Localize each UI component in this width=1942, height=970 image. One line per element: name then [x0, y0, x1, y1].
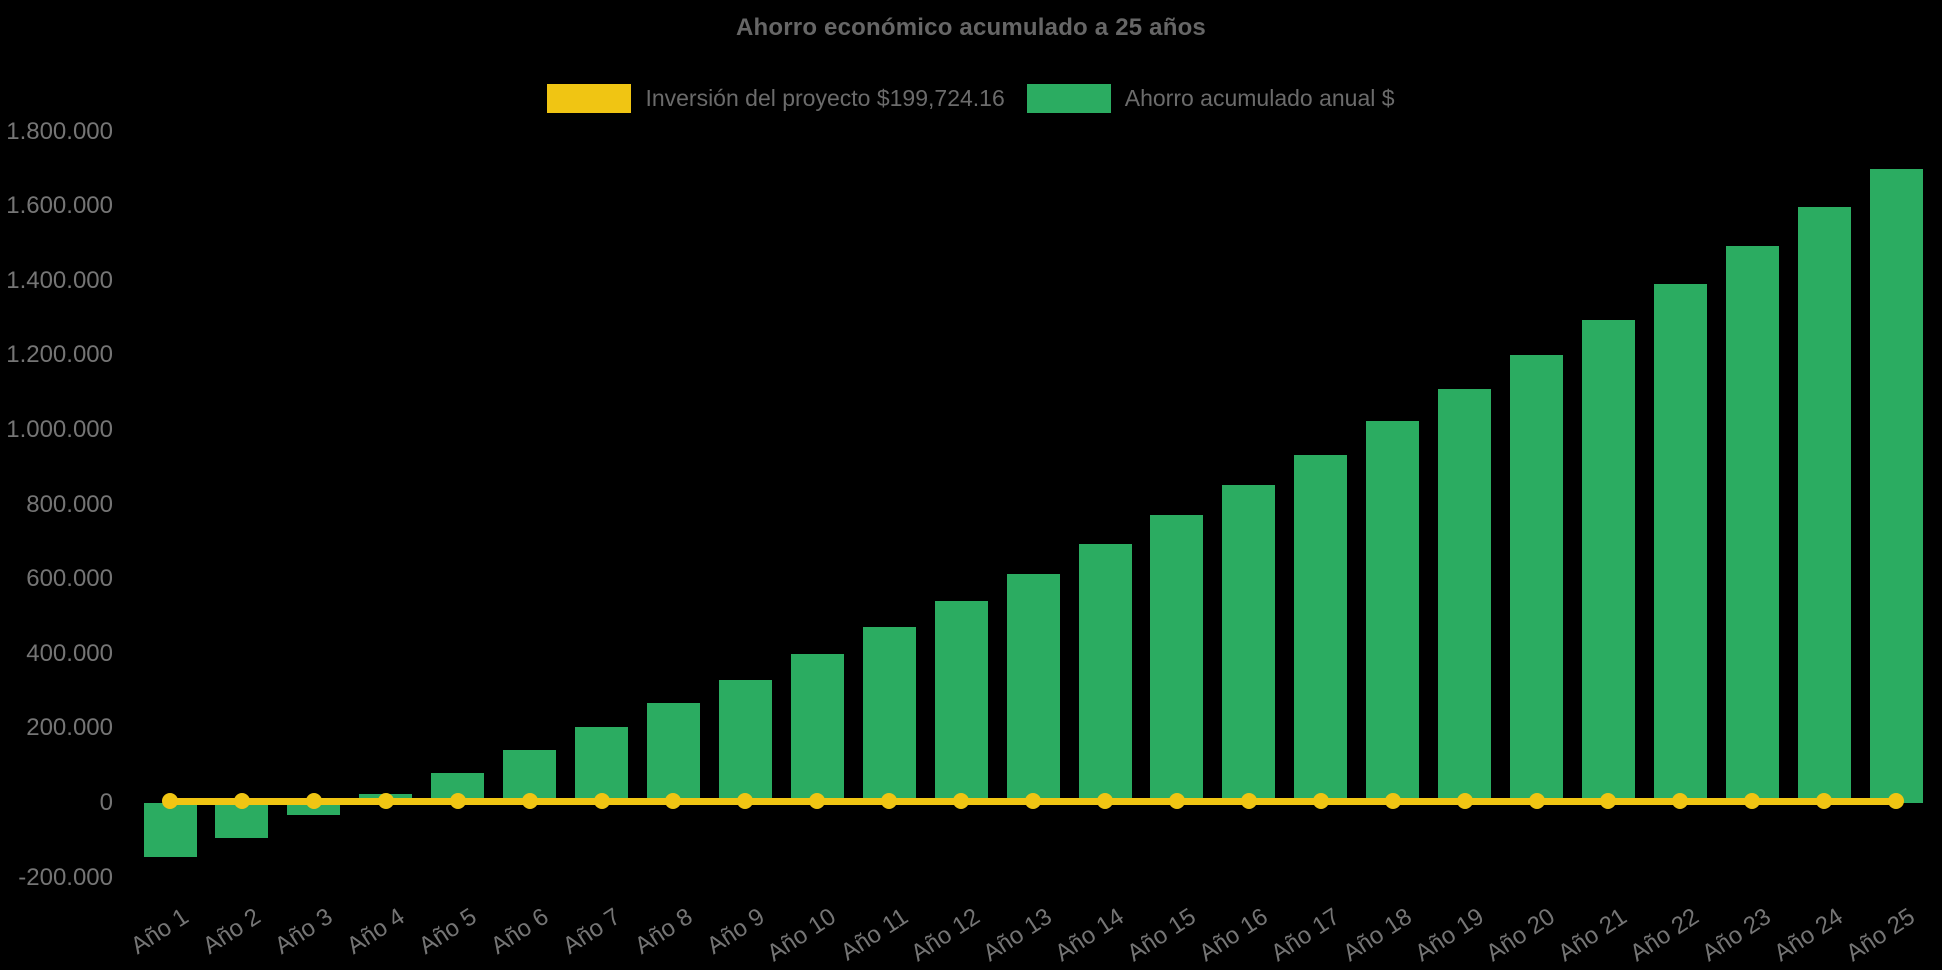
y-axis-tick-label: 1.400.000 [6, 266, 113, 294]
investment-point[interactable] [593, 793, 610, 809]
bar-año-11[interactable] [862, 626, 916, 803]
legend-swatch-yellow [547, 84, 632, 113]
x-axis-tick-label: Año 8 [629, 903, 698, 960]
investment-point[interactable] [305, 793, 322, 809]
x-axis-tick-label: Año 18 [1337, 903, 1417, 968]
investment-point[interactable] [665, 793, 682, 809]
bar-año-16[interactable] [1222, 484, 1276, 803]
x-axis-tick-label: Año 6 [486, 903, 554, 960]
bar-año-13[interactable] [1006, 573, 1060, 803]
x-axis-tick-label: Año 22 [1625, 903, 1705, 968]
bar-año-21[interactable] [1581, 320, 1635, 803]
x-axis-tick-label: Año 3 [270, 903, 338, 960]
y-axis-tick-label: 400.000 [26, 639, 113, 667]
x-axis-tick-label: Año 25 [1841, 903, 1920, 968]
investment-point[interactable] [162, 793, 178, 809]
investment-point[interactable] [1025, 793, 1041, 809]
bar-año-19[interactable] [1438, 388, 1492, 803]
y-axis-tick-label: 1.800.000 [6, 117, 113, 145]
chart-title: Ahorro económico acumulado a 25 años [736, 14, 1206, 41]
y-axis-tick-label: -200.000 [18, 863, 113, 891]
bar-año-25[interactable] [1869, 168, 1923, 803]
investment-point[interactable] [1097, 793, 1113, 809]
investment-point[interactable] [521, 793, 538, 809]
bar-año-14[interactable] [1078, 544, 1132, 803]
x-axis-tick-label: Año 10 [762, 903, 842, 968]
investment-point[interactable] [1744, 793, 1761, 809]
investment-point[interactable] [1384, 793, 1401, 809]
y-axis-tick-label: 1.600.000 [6, 192, 113, 220]
x-axis-tick-label: Año 16 [1194, 903, 1273, 968]
bar-año-7[interactable] [575, 726, 628, 803]
investment-point[interactable] [1888, 793, 1905, 809]
investment-point[interactable] [1672, 793, 1689, 809]
y-axis-tick-label: 1.000.000 [6, 416, 113, 443]
x-axis-tick-label: Año 11 [835, 903, 913, 967]
legend-label-inversion: Inversión del proyecto $199,724.16 [645, 85, 1005, 111]
investment-point[interactable] [1168, 793, 1185, 809]
x-axis-tick-label: Año 23 [1697, 903, 1776, 968]
x-axis-tick-label: Año 14 [1050, 903, 1129, 968]
x-axis-tick-label: Año 15 [1122, 903, 1201, 968]
investment-point[interactable] [737, 793, 754, 809]
legend-item-ahorro[interactable]: Ahorro acumulado anual $ [1026, 84, 1395, 113]
bar-año-10[interactable] [790, 653, 844, 803]
x-axis-tick-label: Año 20 [1481, 903, 1561, 968]
y-axis-tick-label: 200.000 [26, 714, 113, 742]
legend-label-ahorro: Ahorro acumulado anual $ [1124, 85, 1395, 111]
bar-año-22[interactable] [1653, 284, 1707, 803]
investment-point[interactable] [1312, 793, 1329, 809]
y-axis-tick-label: 0 [99, 789, 113, 816]
bar-año-15[interactable] [1150, 514, 1204, 803]
x-axis-tick-label: Año 9 [701, 903, 770, 960]
x-axis-tick-label: Año 4 [342, 903, 410, 960]
chart-legend: Inversión del proyecto $199,724.16 Ahorr… [0, 84, 1942, 113]
x-axis-tick-label: Año 13 [978, 903, 1057, 968]
x-axis-tick-label: Año 12 [906, 903, 985, 968]
investment-point[interactable] [1240, 793, 1257, 809]
bar-año-18[interactable] [1366, 420, 1420, 803]
x-axis-tick-label: Año 24 [1769, 903, 1848, 968]
x-axis-tick-label: Año 17 [1265, 903, 1345, 968]
x-axis-tick-label: Año 2 [198, 903, 266, 960]
y-axis-tick-label: 1.200.000 [6, 341, 113, 369]
investment-point[interactable] [377, 793, 394, 809]
bar-año-24[interactable] [1797, 207, 1851, 803]
x-axis-tick-label: Año 19 [1409, 903, 1489, 968]
investment-point[interactable] [1528, 793, 1545, 809]
investment-point[interactable] [809, 793, 826, 809]
bar-año-23[interactable] [1725, 246, 1779, 803]
x-axis-tick-label: Año 7 [557, 903, 626, 960]
investment-point[interactable] [449, 793, 466, 809]
investment-point[interactable] [953, 793, 970, 809]
bar-año-9[interactable] [718, 679, 772, 803]
y-axis-tick-label: 800.000 [26, 490, 113, 518]
x-axis-tick-label: Año 21 [1553, 903, 1633, 968]
bar-año-12[interactable] [934, 600, 988, 803]
investment-point[interactable] [1456, 793, 1473, 809]
investment-point[interactable] [1600, 793, 1617, 809]
legend-swatch-green [1026, 84, 1111, 113]
bar-año-20[interactable] [1510, 355, 1563, 803]
investment-point[interactable] [1816, 793, 1833, 809]
bar-año-8[interactable] [646, 703, 700, 803]
y-axis-tick-label: 600.000 [26, 565, 113, 593]
investment-point[interactable] [881, 793, 898, 809]
x-axis-tick-label: Año 5 [414, 903, 482, 960]
legend-item-inversion[interactable]: Inversión del proyecto $199,724.16 [547, 84, 1005, 113]
bar-año-1[interactable] [143, 803, 197, 857]
bar-año-17[interactable] [1294, 454, 1348, 803]
investment-point[interactable] [233, 793, 250, 809]
x-axis-tick-label: Año 1 [126, 903, 194, 960]
